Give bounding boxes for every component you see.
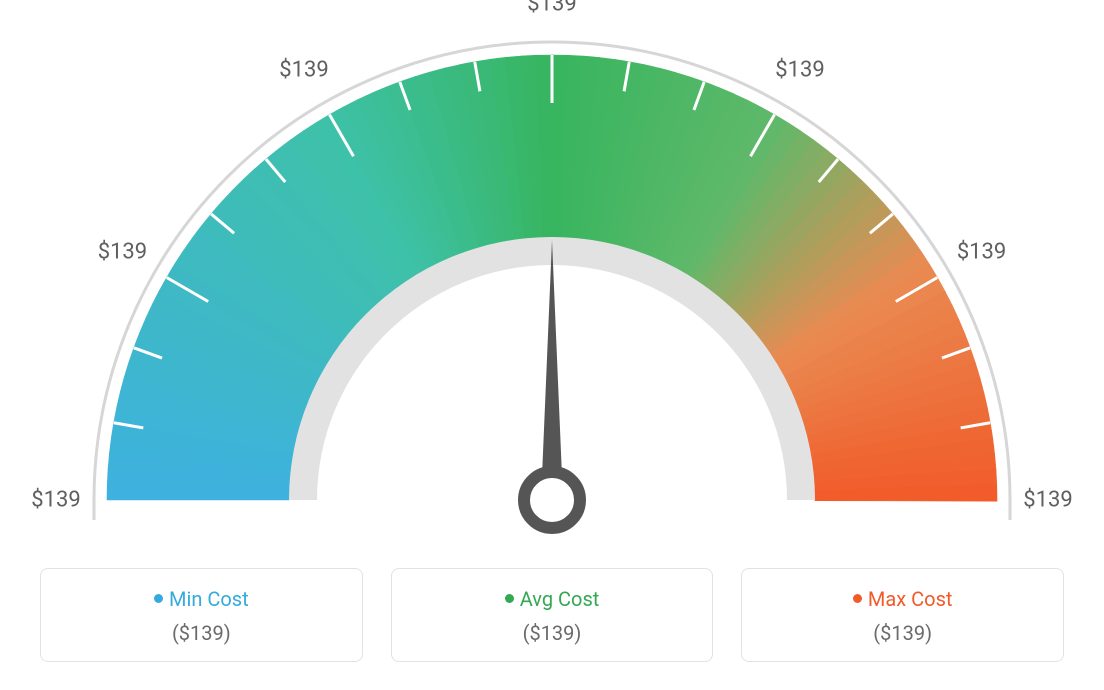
legend-title-max: Max Cost: [752, 587, 1053, 611]
legend-value-min: ($139): [51, 621, 352, 645]
legend-value-max: ($139): [752, 621, 1053, 645]
legend-card-avg: Avg Cost ($139): [391, 568, 714, 662]
legend-card-max: Max Cost ($139): [741, 568, 1064, 662]
gauge-tick-label: $139: [775, 58, 824, 83]
gauge-tick-label: $139: [279, 58, 328, 83]
gauge-tick-label: $139: [98, 240, 147, 265]
legend-title-min: Min Cost: [51, 587, 352, 611]
legend-row: Min Cost ($139) Avg Cost ($139) Max Cost…: [40, 568, 1064, 662]
legend-card-min: Min Cost ($139): [40, 568, 363, 662]
dot-icon: [154, 594, 163, 603]
legend-label: Min Cost: [169, 587, 249, 611]
gauge-tick-label: $139: [31, 488, 80, 513]
legend-label: Avg Cost: [520, 587, 600, 611]
legend-value-avg: ($139): [402, 621, 703, 645]
dot-icon: [505, 594, 514, 603]
gauge-tick-label: $139: [527, 0, 576, 17]
cost-gauge: $139 $139 $139 $139 $139 $139 $139: [0, 0, 1104, 560]
legend-label: Max Cost: [868, 587, 953, 611]
dot-icon: [853, 594, 862, 603]
gauge-tick-label: $139: [1023, 488, 1072, 513]
gauge-svg: [0, 0, 1104, 560]
gauge-tick-label: $139: [957, 240, 1006, 265]
legend-title-avg: Avg Cost: [402, 587, 703, 611]
